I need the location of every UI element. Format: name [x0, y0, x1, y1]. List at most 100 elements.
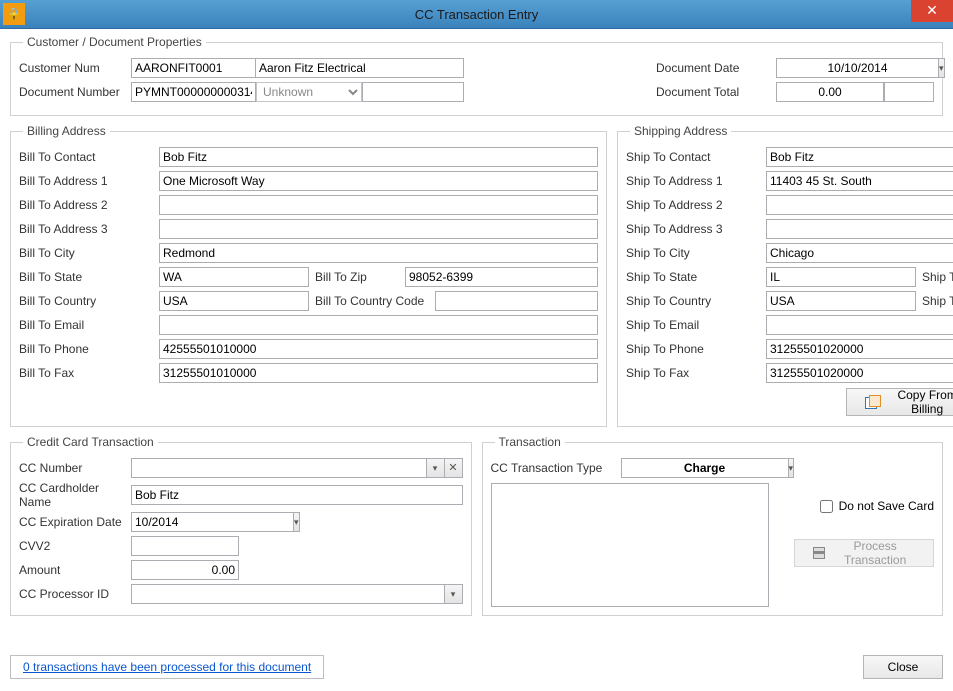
document-extra-input[interactable]	[362, 82, 464, 102]
ship-city-input[interactable]	[766, 243, 953, 263]
shipping-group: Shipping Address Ship To Contact Ship To…	[617, 124, 953, 427]
cc-transaction-legend: Credit Card Transaction	[23, 435, 158, 449]
bill-state-input[interactable]	[159, 267, 309, 287]
document-date-input[interactable]	[776, 58, 939, 78]
shipping-legend: Shipping Address	[630, 124, 731, 138]
document-total-extra-input[interactable]	[884, 82, 934, 102]
customer-num-label: Customer Num	[19, 61, 131, 75]
cc-number-clear-button[interactable]: ✕	[445, 458, 463, 478]
ship-fax-input[interactable]	[766, 363, 953, 383]
ship-phone-input[interactable]	[766, 339, 953, 359]
cc-processor-label: CC Processor ID	[19, 587, 131, 601]
bill-zip-label: Bill To Zip	[315, 270, 405, 284]
cc-exp-label: CC Expiration Date	[19, 515, 131, 529]
bill-country-input[interactable]	[159, 291, 309, 311]
cc-cvv-label: CVV2	[19, 539, 131, 553]
cc-transaction-type-input[interactable]	[621, 458, 789, 478]
cc-number-dropdown[interactable]: ▾	[427, 458, 445, 478]
window-title: CC Transaction Entry	[0, 7, 953, 22]
cc-exp-input[interactable]	[131, 512, 294, 532]
document-number-label: Document Number	[19, 85, 131, 99]
ship-email-label: Ship To Email	[626, 318, 766, 332]
copy-icon	[865, 395, 878, 409]
cc-amount-label: Amount	[19, 563, 131, 577]
bill-addr1-input[interactable]	[159, 171, 598, 191]
ship-contact-input[interactable]	[766, 147, 953, 167]
bill-contact-input[interactable]	[159, 147, 598, 167]
document-type-select: Unknown	[256, 82, 362, 102]
bill-phone-input[interactable]	[159, 339, 598, 359]
bill-phone-label: Bill To Phone	[19, 342, 159, 356]
card-icon	[813, 547, 825, 559]
transaction-group: Transaction CC Transaction Type ▾ Do not…	[482, 435, 944, 616]
cc-exp-dropdown[interactable]: ▾	[294, 512, 300, 532]
ship-addr1-input[interactable]	[766, 171, 953, 191]
document-date-label: Document Date	[656, 61, 776, 75]
document-date-dropdown[interactable]: ▾	[939, 58, 945, 78]
ship-addr3-label: Ship To Address 3	[626, 222, 766, 236]
document-number-input[interactable]	[131, 82, 256, 102]
cc-processor-dropdown[interactable]: ▾	[445, 584, 463, 604]
billing-legend: Billing Address	[23, 124, 110, 138]
cc-number-input[interactable]	[131, 458, 427, 478]
bill-country-label: Bill To Country	[19, 294, 159, 308]
cc-transaction-group: Credit Card Transaction CC Number ▾ ✕ CC…	[10, 435, 472, 616]
cc-holder-label: CC Cardholder Name	[19, 481, 131, 509]
ship-addr1-label: Ship To Address 1	[626, 174, 766, 188]
ship-addr2-input[interactable]	[766, 195, 953, 215]
cc-amount-input[interactable]	[131, 560, 239, 580]
bill-addr2-label: Bill To Address 2	[19, 198, 159, 212]
cc-transaction-type-dropdown[interactable]: ▾	[789, 458, 795, 478]
bill-state-label: Bill To State	[19, 270, 159, 284]
transaction-list[interactable]	[491, 483, 769, 607]
copy-from-billing-button[interactable]: Copy From Billing	[846, 388, 953, 416]
ship-country-code-label: Ship To Country Code	[922, 294, 953, 308]
bill-contact-label: Bill To Contact	[19, 150, 159, 164]
ship-email-input[interactable]	[766, 315, 953, 335]
bill-email-label: Bill To Email	[19, 318, 159, 332]
bill-addr3-label: Bill To Address 3	[19, 222, 159, 236]
ship-country-label: Ship To Country	[626, 294, 766, 308]
do-not-save-card-input[interactable]	[820, 500, 833, 513]
bill-fax-label: Bill To Fax	[19, 366, 159, 380]
bill-city-input[interactable]	[159, 243, 598, 263]
bill-addr2-input[interactable]	[159, 195, 598, 215]
close-icon: ✕	[926, 2, 938, 18]
ship-addr3-input[interactable]	[766, 219, 953, 239]
bill-fax-input[interactable]	[159, 363, 598, 383]
ship-fax-label: Ship To Fax	[626, 366, 766, 380]
client-area: Customer / Document Properties Customer …	[0, 28, 953, 691]
bill-addr3-input[interactable]	[159, 219, 598, 239]
ship-country-input[interactable]	[766, 291, 916, 311]
ship-addr2-label: Ship To Address 2	[626, 198, 766, 212]
cc-cvv-input[interactable]	[131, 536, 239, 556]
customer-doc-legend: Customer / Document Properties	[23, 35, 206, 49]
window-close-button[interactable]: ✕	[911, 0, 953, 22]
customer-num-input[interactable]	[131, 58, 256, 78]
document-total-input[interactable]	[776, 82, 884, 102]
do-not-save-card-label: Do not Save Card	[839, 499, 934, 513]
close-button[interactable]: Close	[863, 655, 943, 679]
bill-city-label: Bill To City	[19, 246, 159, 260]
app-icon: 🔒	[3, 3, 25, 25]
cc-number-label: CC Number	[19, 461, 131, 475]
bill-zip-input[interactable]	[405, 267, 598, 287]
cc-processor-input[interactable]	[131, 584, 445, 604]
process-transaction-button: Process Transaction	[794, 539, 934, 567]
cc-transaction-type-label: CC Transaction Type	[491, 461, 621, 475]
do-not-save-card-checkbox[interactable]: Do not Save Card	[820, 499, 934, 513]
ship-zip-label: Ship To Zip	[922, 270, 953, 284]
bill-country-code-input[interactable]	[435, 291, 598, 311]
customer-name-input[interactable]	[256, 58, 464, 78]
footer: 0 transactions have been processed for t…	[10, 653, 943, 681]
ship-state-input[interactable]	[766, 267, 916, 287]
transactions-status-link[interactable]: 0 transactions have been processed for t…	[10, 655, 324, 679]
billing-group: Billing Address Bill To Contact Bill To …	[10, 124, 607, 427]
document-total-label: Document Total	[656, 85, 776, 99]
bill-email-input[interactable]	[159, 315, 598, 335]
process-transaction-label: Process Transaction	[835, 539, 915, 567]
ship-phone-label: Ship To Phone	[626, 342, 766, 356]
customer-doc-group: Customer / Document Properties Customer …	[10, 35, 943, 116]
cc-holder-input[interactable]	[131, 485, 463, 505]
ship-city-label: Ship To City	[626, 246, 766, 260]
